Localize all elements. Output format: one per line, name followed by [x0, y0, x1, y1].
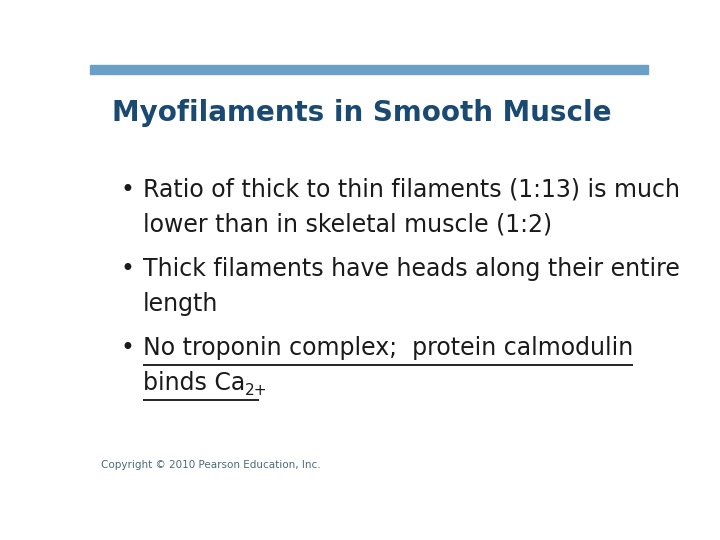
Text: Myofilaments in Smooth Muscle: Myofilaments in Smooth Muscle: [112, 99, 612, 126]
Text: •: •: [121, 178, 135, 201]
Text: •: •: [121, 335, 135, 360]
Bar: [90, 65, 648, 74]
Text: binds Ca: binds Ca: [143, 371, 246, 395]
Text: No troponin complex;  protein calmodulin: No troponin complex; protein calmodulin: [143, 335, 634, 360]
Text: length: length: [143, 292, 218, 316]
Text: Copyright © 2010 Pearson Education, Inc.: Copyright © 2010 Pearson Education, Inc.: [101, 460, 321, 470]
Text: Ratio of thick to thin filaments (1:13) is much: Ratio of thick to thin filaments (1:13) …: [143, 178, 680, 201]
Text: lower than in skeletal muscle (1:2): lower than in skeletal muscle (1:2): [143, 213, 552, 237]
Text: 2+: 2+: [246, 383, 268, 398]
Text: Thick filaments have heads along their entire: Thick filaments have heads along their e…: [143, 256, 680, 281]
Text: •: •: [121, 256, 135, 281]
